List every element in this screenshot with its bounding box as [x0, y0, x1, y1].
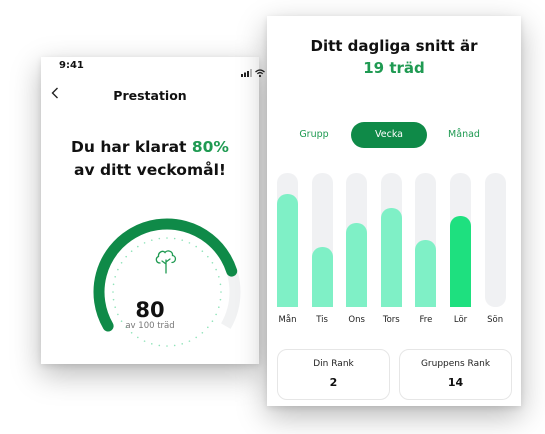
- average-title: Ditt dagliga snitt är: [310, 37, 478, 55]
- tab-vecka[interactable]: Vecka: [351, 122, 427, 148]
- bar-fre: [415, 240, 437, 307]
- bar-track: [484, 173, 506, 307]
- goal-message: Du har klarat 80% av ditt veckomål!: [41, 136, 259, 182]
- bar-label: Fre: [419, 315, 433, 325]
- average-value: 19 träd: [363, 59, 425, 77]
- bar-tis: [311, 247, 333, 307]
- bar-label: Mån: [278, 315, 297, 325]
- back-button[interactable]: [51, 87, 59, 103]
- tab-manad[interactable]: Månad: [448, 129, 480, 140]
- bar-tors: [380, 208, 402, 307]
- bar-mån: [277, 194, 298, 307]
- page-title: Prestation: [113, 88, 187, 103]
- status-icons: [241, 62, 265, 81]
- signal-icon: [241, 62, 252, 81]
- group-rank-value: 14: [447, 376, 464, 389]
- daily-average-screen: Ditt dagliga snitt är 19 träd Grupp Veck…: [267, 16, 521, 406]
- performance-screen: 9:41 Prestation Du har klarat 80% av dit…: [41, 57, 265, 365]
- goal-suffix: av ditt veckomål!: [74, 161, 226, 179]
- bar-label: Ons: [348, 315, 365, 325]
- gauge-unit: av 100 träd: [125, 321, 175, 331]
- bar-label: Tors: [382, 315, 400, 325]
- tree-icon: [153, 248, 179, 278]
- status-time: 9:41: [59, 60, 84, 71]
- tab-grupp[interactable]: Grupp: [299, 129, 329, 140]
- gauge-value: 80: [135, 298, 165, 322]
- group-rank-card: Gruppens Rank 14: [399, 349, 512, 400]
- bar-lör: [450, 216, 471, 307]
- bar-label: Lör: [453, 315, 468, 325]
- your-rank-label: Din Rank: [313, 359, 354, 369]
- period-tabs: Grupp Vecka Månad: [267, 122, 521, 148]
- your-rank-value: 2: [329, 376, 338, 389]
- gauge-ring: [93, 218, 241, 365]
- goal-percent: 80%: [191, 138, 229, 156]
- progress-gauge: [90, 215, 244, 365]
- group-rank-label: Gruppens Rank: [420, 359, 491, 369]
- goal-prefix: Du har klarat: [71, 138, 192, 156]
- chevron-left-icon: [51, 87, 59, 103]
- bar-label: Tis: [316, 315, 328, 325]
- your-rank-card: Din Rank 2: [277, 349, 390, 400]
- bar-label: Sön: [487, 315, 504, 325]
- weekly-bar-chart: Mån Tis Ons Tors Fre Lör Sön: [267, 173, 521, 343]
- wifi-icon: [255, 62, 265, 81]
- bar-ons: [346, 223, 368, 307]
